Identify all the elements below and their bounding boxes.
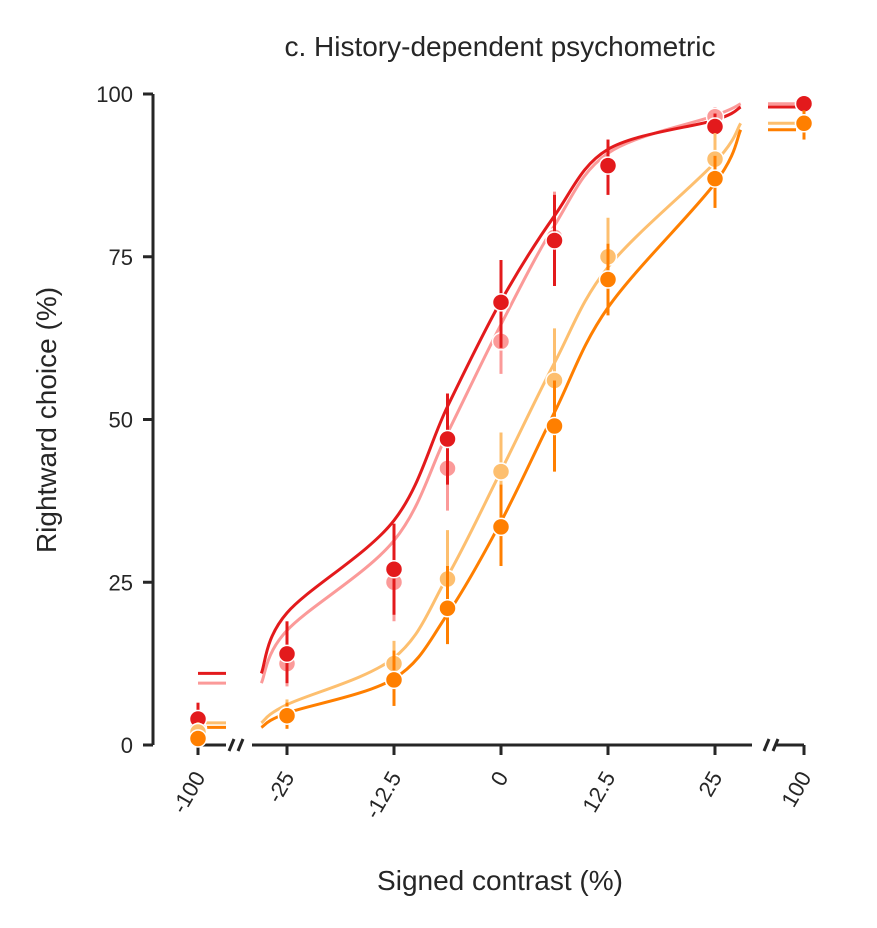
x-tick-label: 100: [776, 767, 816, 811]
data-point: [491, 462, 511, 481]
data-point: [438, 599, 457, 618]
data-point: [794, 94, 814, 114]
data-point: [598, 270, 618, 289]
data-point: [277, 644, 297, 664]
data-point: [705, 169, 725, 188]
data-markers: [188, 94, 814, 748]
fit-curve: [260, 129, 743, 729]
data-point: [438, 429, 457, 449]
data-point: [277, 706, 297, 725]
y-tick-label: 0: [121, 733, 133, 758]
data-point: [491, 517, 511, 537]
x-tick-label: 25: [693, 767, 727, 801]
data-point: [598, 156, 618, 175]
fit-curve: [259, 105, 742, 674]
y-tick-label: 25: [109, 570, 133, 595]
fit-curve: [260, 122, 742, 725]
x-axis-break-left: [236, 738, 245, 752]
chart-title: c. History-dependent psychometric: [284, 31, 715, 62]
fit-curve: [259, 102, 742, 684]
data-point: [491, 293, 511, 312]
x-axis-break-right: [762, 738, 771, 752]
data-point: [545, 231, 564, 250]
data-point: [384, 670, 404, 690]
x-tick-label: -100: [167, 767, 211, 818]
x-axis-break-right: [771, 738, 780, 752]
x-tick-label: 0: [486, 767, 514, 790]
data-point: [384, 559, 404, 579]
y-tick-label: 50: [109, 408, 133, 433]
y-tick-label: 75: [109, 245, 133, 270]
x-tick-label: 12.5: [577, 767, 620, 817]
x-axis-label: Signed contrast (%): [377, 865, 623, 896]
x-axis-break-left: [227, 738, 236, 752]
data-point: [705, 117, 725, 136]
y-axis-label: Rightward choice (%): [31, 287, 62, 553]
y-tick-label: 100: [96, 82, 133, 107]
data-point: [794, 114, 814, 133]
x-tick-label: -12.5: [360, 767, 407, 823]
x-tick-label: -25: [262, 767, 300, 807]
data-point: [545, 416, 564, 436]
data-point: [188, 729, 208, 748]
